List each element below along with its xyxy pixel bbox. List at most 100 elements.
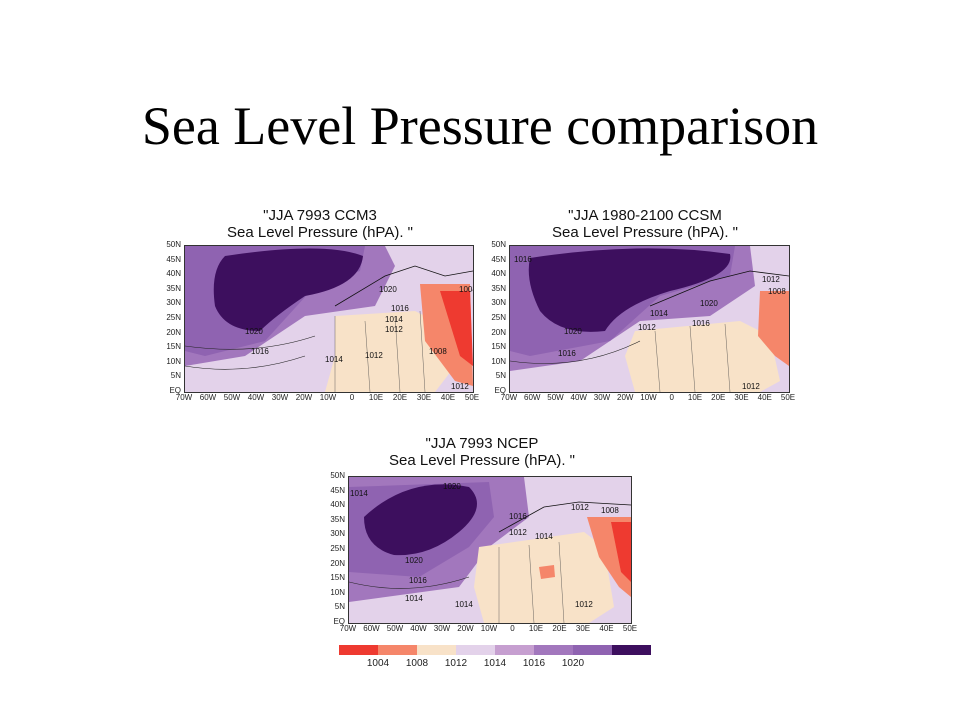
contour-label: 1020 — [405, 556, 423, 565]
contour-label: 1020 — [564, 327, 582, 336]
legend-level-label: 1008 — [405, 658, 429, 669]
lat-tick-label: 50N — [491, 240, 506, 249]
contour-label: 1014 — [650, 309, 668, 318]
contour-label: 1012 — [385, 325, 403, 334]
lon-tick-label: 10W — [640, 393, 657, 402]
lat-tick-label: 25N — [166, 313, 181, 322]
lon-tick-label: 40E — [440, 393, 456, 402]
lon-tick-label: 40W — [247, 393, 265, 402]
lon-tick-label: 70W — [500, 393, 518, 402]
panel-title-line1: "JJA 7993 CCM3 — [263, 207, 377, 224]
contour-label: 1012 — [742, 382, 760, 391]
panel-title-line2: Sea Level Pressure (hPA). " — [552, 224, 738, 241]
lon-tick-label: 30W — [271, 393, 289, 402]
contour-label: 1016 — [409, 576, 427, 585]
lon-tick-label: 20E — [552, 624, 567, 633]
lat-tick-label: 45N — [330, 485, 345, 495]
lon-tick-label: 20E — [392, 393, 408, 402]
panel-ccsm: "JJA 1980-2100 CCSM Sea Level Pressure (… — [485, 207, 805, 407]
lon-tick-label: 50W — [386, 624, 404, 633]
lon-tick-label: 40E — [757, 393, 772, 402]
map-ccsm: 1016 1020 1016 1014 1012 1020 1016 1012 … — [509, 245, 790, 393]
contour-label: 1004 — [459, 285, 473, 294]
legend-level-label: 1016 — [522, 658, 546, 669]
lat-tick-label: EQ — [333, 617, 345, 626]
lat-tick-label: 10N — [491, 356, 506, 366]
lon-tick-label: 50E — [622, 624, 638, 633]
legend-color-box — [612, 645, 651, 655]
lon-tick-label: 50W — [223, 393, 241, 402]
lat-tick-label: 15N — [330, 573, 345, 583]
panel-ccm3: "JJA 7993 CCM3 Sea Level Pressure (hPA).… — [160, 207, 480, 407]
lat-tick-label: 10N — [330, 587, 345, 597]
lon-tick-label: 20E — [711, 393, 726, 402]
contour-label: 1012 — [638, 323, 656, 332]
lon-tick-label: 50W — [547, 393, 564, 402]
lat-tick-label: 40N — [166, 269, 181, 279]
lon-tick-label: 70W — [175, 393, 193, 402]
contour-label: 1014 — [455, 600, 473, 609]
lat-tick-label: 5N — [334, 602, 345, 612]
lon-tick-label: 60W — [363, 624, 380, 633]
legend-level-label: 1004 — [366, 658, 390, 669]
lon-tick-label: 20W — [617, 393, 634, 402]
contour-label: 1016 — [558, 349, 576, 358]
lat-tick-label: 35N — [330, 514, 345, 524]
contour-label: 1020 — [700, 299, 718, 308]
lon-tick-label: 60W — [199, 393, 217, 402]
contour-label: 1016 — [692, 319, 710, 328]
lon-tick-label: 40W — [410, 624, 427, 633]
legend-color-box — [456, 645, 495, 655]
lon-tick-label: 60W — [524, 393, 541, 402]
lon-tick-label: 70W — [339, 624, 357, 633]
lat-tick-label: 30N — [491, 298, 506, 308]
contour-label: 1008 — [601, 506, 619, 515]
lat-tick-label: 50N — [330, 471, 345, 480]
lon-tick-label: 50E — [780, 393, 796, 402]
lat-tick-label: 15N — [166, 342, 181, 352]
contour-label: 1020 — [443, 482, 461, 491]
contour-label: 1016 — [251, 347, 269, 356]
lon-tick-label: 0 — [669, 393, 674, 402]
legend-level-label: 1012 — [444, 658, 468, 669]
lat-tick-label: 25N — [330, 544, 345, 553]
lat-tick-label: 35N — [166, 283, 181, 293]
lat-tick-label: 30N — [330, 529, 345, 539]
lon-tick-label: 10W — [480, 624, 498, 633]
legend-color-box — [534, 645, 573, 655]
contour-label: 1012 — [451, 382, 469, 391]
contour-label: 1012 — [571, 503, 589, 512]
panel-title-line1: "JJA 1980-2100 CCSM — [568, 207, 722, 224]
map-ccm3: 1020 1016 1014 1012 1020 1016 1014 1012 … — [184, 245, 474, 393]
panel-ncep: "JJA 7993 NCEP Sea Level Pressure (hPA).… — [322, 435, 642, 635]
map-ncep: 1014 1020 1016 1012 1014 1020 1016 1014 … — [348, 476, 632, 624]
lon-tick-label: 30E — [416, 393, 432, 402]
lon-tick-label: 30E — [575, 624, 591, 633]
lon-tick-label: 10E — [368, 393, 384, 402]
lat-tick-label: 5N — [170, 371, 181, 381]
legend-color-box — [417, 645, 456, 655]
lat-tick-label: 45N — [166, 254, 181, 264]
contour-label: 1014 — [350, 489, 368, 498]
lat-tick-label: 20N — [166, 327, 181, 337]
contour-label: 1014 — [385, 315, 403, 324]
legend-color-box — [378, 645, 417, 655]
color-legend: 1004 1008 1012 1014 1016 1020 — [339, 645, 651, 675]
legend-color-box — [495, 645, 534, 655]
contour-label: 1020 — [379, 285, 397, 294]
lon-tick-label: 40E — [599, 624, 614, 633]
lat-tick-label: 20N — [330, 558, 345, 568]
lat-tick-label: 30N — [166, 298, 181, 308]
lat-tick-label: 40N — [330, 500, 345, 510]
lon-tick-label: 10E — [528, 624, 544, 633]
lon-tick-label: 20W — [295, 393, 313, 402]
legend-level-label: 1014 — [483, 658, 507, 669]
lat-tick-label: 5N — [495, 371, 506, 381]
contour-label: 1014 — [535, 532, 553, 541]
lat-tick-label: 15N — [491, 342, 506, 352]
lat-tick-label: 25N — [491, 313, 506, 322]
legend-color-box — [573, 645, 612, 655]
lat-tick-label: 50N — [166, 240, 181, 249]
lon-tick-label: 40W — [570, 393, 587, 402]
lon-tick-label: 30W — [593, 393, 611, 402]
